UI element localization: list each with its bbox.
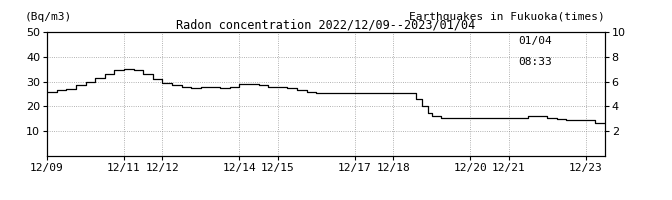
Text: 08:33: 08:33 (518, 57, 552, 67)
Text: Earthquakes in Fukuoka(times): Earthquakes in Fukuoka(times) (409, 12, 605, 22)
Text: (Bq/m3): (Bq/m3) (25, 12, 72, 22)
Title: Radon concentration 2022/12/09--2023/01/04: Radon concentration 2022/12/09--2023/01/… (176, 19, 476, 32)
Text: 01/04: 01/04 (518, 36, 552, 46)
